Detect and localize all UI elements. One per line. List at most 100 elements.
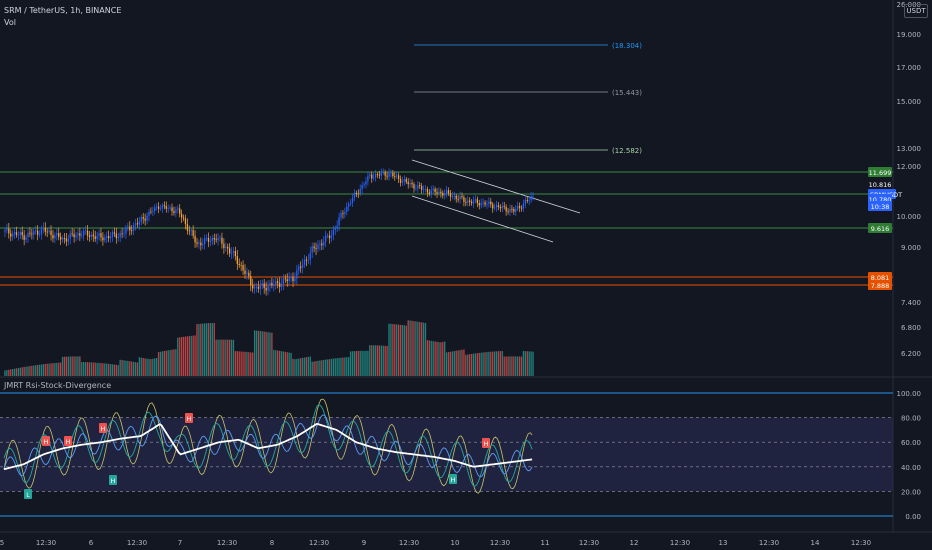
volume-bar [447, 352, 450, 376]
volume-bar [472, 353, 475, 376]
candle-body [186, 223, 189, 231]
volume-bar [225, 339, 227, 376]
candle-body [486, 203, 488, 205]
volume-bar [100, 363, 102, 376]
candle-body [38, 234, 41, 236]
candle-body [11, 233, 14, 237]
volume-bar [96, 362, 98, 376]
candle-body [507, 211, 509, 213]
volume-bar [161, 351, 164, 376]
volume-bar [482, 352, 484, 376]
candle-body [238, 263, 240, 266]
candle-body [205, 237, 208, 239]
candle-body [127, 226, 129, 229]
volume-bar [244, 351, 246, 376]
candle-body [470, 201, 473, 204]
divergence-marker [24, 489, 32, 499]
volume-bar [223, 339, 225, 376]
candle-body [202, 243, 204, 246]
candle-body [161, 205, 164, 209]
volume-bar [522, 351, 525, 376]
volume-bar [152, 358, 154, 376]
volume-bar [300, 358, 302, 376]
candle-body [213, 238, 215, 240]
time-tick-label: 12:30 [759, 539, 779, 547]
volume-bar [455, 350, 457, 376]
volume-bar [209, 323, 212, 376]
volume-bar [196, 324, 198, 376]
candle-body [36, 230, 39, 235]
volume-bar [336, 358, 338, 376]
volume-bar [83, 362, 85, 376]
candle-body [338, 217, 340, 226]
candle-body [123, 233, 125, 235]
candle-body [428, 192, 431, 194]
currency-button[interactable]: USDT [904, 4, 928, 18]
volume-bar [184, 336, 187, 376]
volume-bar [501, 351, 503, 376]
volume-bar [438, 342, 440, 376]
candle-body [365, 181, 367, 185]
volume-bar [332, 358, 334, 376]
candle-body [526, 199, 528, 201]
osc-tick-label: 0.00 [905, 513, 921, 521]
candle-body [499, 206, 502, 209]
candle-body [46, 231, 48, 233]
candle-body [261, 283, 263, 286]
volume-bar [384, 345, 386, 376]
volume-bar [445, 352, 448, 376]
candle-body [432, 188, 434, 191]
candle-body [374, 174, 377, 178]
volume-bar [211, 323, 214, 376]
volume-bar [276, 350, 279, 376]
volume-bar [23, 367, 25, 376]
candle-body [303, 259, 306, 265]
volume-bar [259, 331, 262, 376]
candle-body [144, 218, 146, 221]
price-tick-label: 7.400 [901, 299, 921, 307]
price-badge-label: 7.888 [871, 282, 890, 290]
volume-bar [401, 325, 404, 376]
candle-body [421, 186, 423, 190]
candle-body [88, 235, 91, 237]
volume-bar [54, 362, 56, 376]
volume-bar [413, 321, 415, 376]
candle-body [522, 203, 525, 209]
candle-body [528, 199, 530, 201]
volume-bar [296, 358, 298, 376]
volume-bar [459, 350, 461, 376]
candle-body [484, 202, 486, 205]
candle-body [275, 281, 277, 286]
volume-bar [424, 322, 427, 376]
candle-body [111, 232, 114, 237]
volume-bar [215, 339, 217, 376]
candle-body [56, 233, 58, 236]
volume-bar [505, 356, 507, 376]
price-badge [868, 179, 892, 189]
volume-bar [230, 339, 233, 376]
volume-bar [315, 361, 317, 376]
volume-bar [280, 351, 283, 376]
candle-body [67, 238, 69, 242]
candle-body [104, 237, 106, 241]
candle-body [340, 213, 342, 218]
channel-lower-line [411, 195, 554, 243]
volume-bar [409, 320, 411, 376]
volume-bar [94, 362, 96, 376]
candle-body [248, 272, 250, 277]
price-badge-label: 9.616 [871, 225, 890, 233]
volume-bar [106, 363, 108, 376]
volume-bar [144, 358, 146, 376]
candle-body [301, 264, 304, 268]
volume-bar [524, 351, 527, 376]
divergence-marker-label: H [101, 425, 106, 433]
volume-bar [29, 366, 31, 376]
candle-body [430, 190, 432, 194]
candle-body [69, 233, 71, 239]
volume-bar [290, 352, 292, 376]
volume-bar [323, 359, 325, 376]
volume-bar [503, 356, 505, 376]
candle-body [396, 175, 398, 177]
